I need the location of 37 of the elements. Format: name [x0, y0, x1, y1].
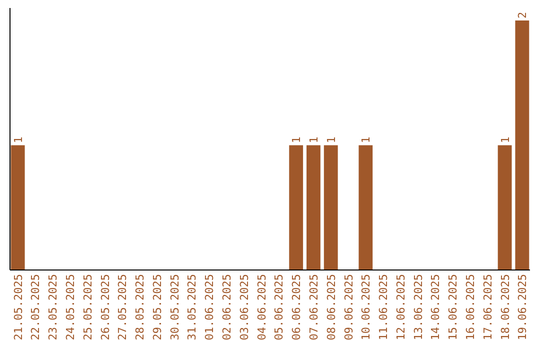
x-tick-label: 24.05.2025: [64, 274, 77, 340]
x-tick-label: 04.06.2025: [255, 274, 268, 340]
data-label: 1: [290, 136, 304, 144]
x-tick-label: 16.06.2025: [464, 274, 477, 340]
x-tick-label: 30.05.2025: [168, 274, 182, 340]
x-tick-label: 10.06.2025: [360, 274, 373, 340]
data-label: 1: [498, 136, 512, 144]
x-tick-label: 21.05.2025: [12, 274, 25, 340]
data-label: 1: [12, 136, 25, 144]
x-tick-label: 12.06.2025: [394, 274, 408, 340]
data-label: 2: [516, 12, 530, 18]
x-tick-label: 18.06.2025: [498, 274, 512, 340]
x-tick-label: 15.06.2025: [446, 274, 460, 340]
data-label: 1: [360, 136, 373, 144]
x-tick-label: 02.06.2025: [220, 274, 234, 340]
x-tick-label: 29.05.2025: [150, 274, 164, 340]
x-tick-label: 07.06.2025: [307, 274, 320, 340]
x-tick-label: 31.05.2025: [186, 274, 199, 340]
x-tick-label: 28.05.2025: [134, 274, 147, 340]
x-tick-label: 06.06.2025: [290, 274, 304, 340]
x-tick-label: 13.06.2025: [412, 274, 425, 340]
x-tick-label: 22.05.2025: [29, 274, 42, 340]
x-tick-label: 17.06.2025: [481, 274, 494, 340]
x-tick-label: 25.05.2025: [81, 274, 94, 340]
x-tick-label: 11.06.2025: [377, 274, 390, 340]
x-tick-label: 03.06.2025: [238, 274, 251, 340]
x-tick-label: 27.05.2025: [116, 274, 130, 340]
data-label: 1: [324, 136, 338, 144]
data-label: 1: [307, 136, 320, 144]
x-tick-label: 14.06.2025: [429, 274, 442, 340]
x-tick-label: 05.06.2025: [272, 274, 286, 340]
x-tick-label: 23.05.2025: [46, 274, 60, 340]
x-tick-label: 08.06.2025: [324, 274, 338, 340]
x-tick-label: 01.06.2025: [203, 274, 216, 340]
x-tick-label: 09.06.2025: [342, 274, 356, 340]
x-tick-label: 19.06.2025: [516, 274, 530, 340]
x-tick-label: 26.05.2025: [98, 274, 112, 340]
